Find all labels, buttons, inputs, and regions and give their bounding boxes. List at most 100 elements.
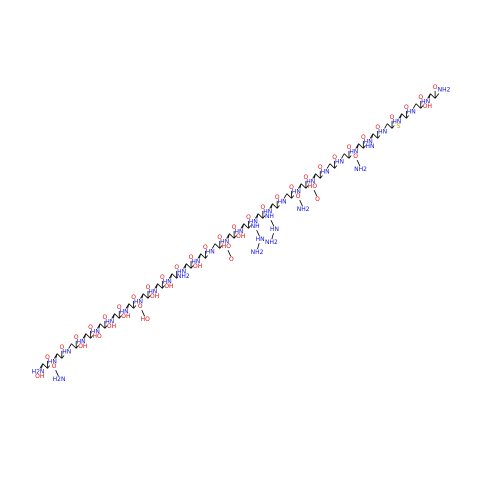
atom-label: NH2	[297, 206, 310, 213]
label-backdrop	[236, 233, 245, 241]
atom-label: O	[232, 224, 237, 231]
atom-label: HO	[93, 333, 103, 340]
atom-label: O	[174, 264, 179, 271]
label-backdrop	[378, 128, 387, 136]
label-backdrop	[321, 168, 330, 176]
atom-label: HN	[270, 226, 279, 233]
bond	[430, 93, 436, 99]
label-backdrop	[361, 133, 366, 141]
atom-label: OH	[236, 233, 245, 240]
label-backdrop	[78, 343, 87, 351]
atom-label: OH	[150, 293, 159, 300]
label-backdrop	[278, 198, 287, 206]
atom-label: O	[418, 94, 423, 101]
label-backdrop	[246, 213, 251, 221]
label-backdrop	[145, 283, 150, 291]
label-backdrop	[392, 118, 401, 126]
label-backdrop	[32, 368, 44, 376]
label-backdrop	[148, 288, 157, 296]
label-backdrop	[235, 228, 243, 236]
label-backdrop	[292, 188, 301, 196]
label-backdrop	[365, 143, 374, 151]
bond	[329, 163, 335, 169]
atom-label: O	[275, 194, 280, 201]
atom-label: O	[433, 84, 438, 91]
atom-label: HO	[222, 243, 232, 250]
label-backdrop	[421, 98, 430, 106]
label-backdrop	[390, 113, 395, 121]
atom-label: O	[117, 304, 122, 311]
bond	[71, 343, 77, 349]
atom-label: HN	[335, 159, 344, 166]
label-backdrop	[53, 376, 66, 384]
label-backdrop	[177, 268, 186, 276]
atom-label: OH	[423, 103, 432, 110]
label-backdrop	[275, 193, 280, 201]
atom-label: H2N	[53, 376, 66, 383]
label-backdrop	[349, 148, 358, 156]
atom-label: O	[347, 144, 352, 151]
atom-label: NH2	[177, 273, 190, 280]
label-backdrop	[249, 218, 258, 226]
atom-label: HN	[177, 269, 186, 276]
atom-label: NH2	[251, 249, 264, 256]
bond	[257, 213, 264, 219]
label-backdrop	[141, 316, 150, 324]
label-backdrop	[332, 153, 337, 161]
label-backdrop	[217, 233, 222, 241]
label-backdrop	[91, 328, 100, 336]
atom-label: O	[332, 154, 337, 161]
label-backdrop	[121, 313, 130, 321]
atom-label: OH	[121, 313, 130, 320]
atom-label: O	[375, 124, 380, 131]
bond	[372, 133, 378, 139]
label-backdrop	[265, 213, 274, 221]
label-backdrop	[289, 183, 294, 191]
atom-label: O	[160, 274, 165, 281]
atom-label: HN	[349, 149, 358, 156]
bond	[387, 123, 393, 129]
atom-label: O	[318, 164, 323, 171]
atom-label: O	[246, 214, 251, 221]
atom-label: HN	[292, 189, 301, 196]
label-backdrop	[303, 173, 308, 181]
label-backdrop	[160, 273, 165, 281]
label-backdrop	[251, 223, 260, 231]
atom-label: HN	[91, 329, 100, 336]
atom-label: HN	[48, 359, 57, 366]
label-backdrop	[346, 143, 351, 151]
label-backdrop	[251, 249, 264, 257]
atom-label: HN	[120, 309, 129, 316]
label-backdrop	[189, 253, 194, 261]
label-backdrop	[396, 123, 401, 131]
atom-label: O	[45, 354, 50, 361]
atom-label: O	[103, 314, 108, 321]
label-backdrop	[203, 243, 208, 251]
atom-label: HN	[62, 349, 71, 356]
label-backdrop	[163, 278, 172, 286]
atom-label: HN	[235, 229, 244, 236]
bond	[142, 293, 149, 299]
atom-label: O	[131, 294, 136, 301]
atom-label: O	[189, 254, 194, 261]
label-backdrop	[438, 86, 450, 94]
bond	[286, 193, 292, 199]
atom-label: O	[52, 363, 57, 370]
label-backdrop	[354, 166, 367, 174]
bond	[186, 263, 192, 269]
label-backdrop	[93, 333, 102, 341]
atom-label: O	[138, 303, 143, 310]
bond	[200, 253, 206, 259]
atom-label: O	[229, 256, 234, 263]
atom-label: HN	[365, 143, 374, 150]
atom-label: O	[217, 234, 222, 241]
bond	[300, 183, 307, 189]
atom-label: O	[361, 134, 366, 141]
label-backdrop	[77, 338, 86, 346]
label-backdrop	[404, 103, 409, 111]
label-backdrop	[308, 183, 317, 191]
label-backdrop	[433, 83, 438, 91]
label-backdrop	[52, 363, 57, 371]
bond	[315, 173, 321, 179]
label-backdrop	[117, 303, 122, 311]
